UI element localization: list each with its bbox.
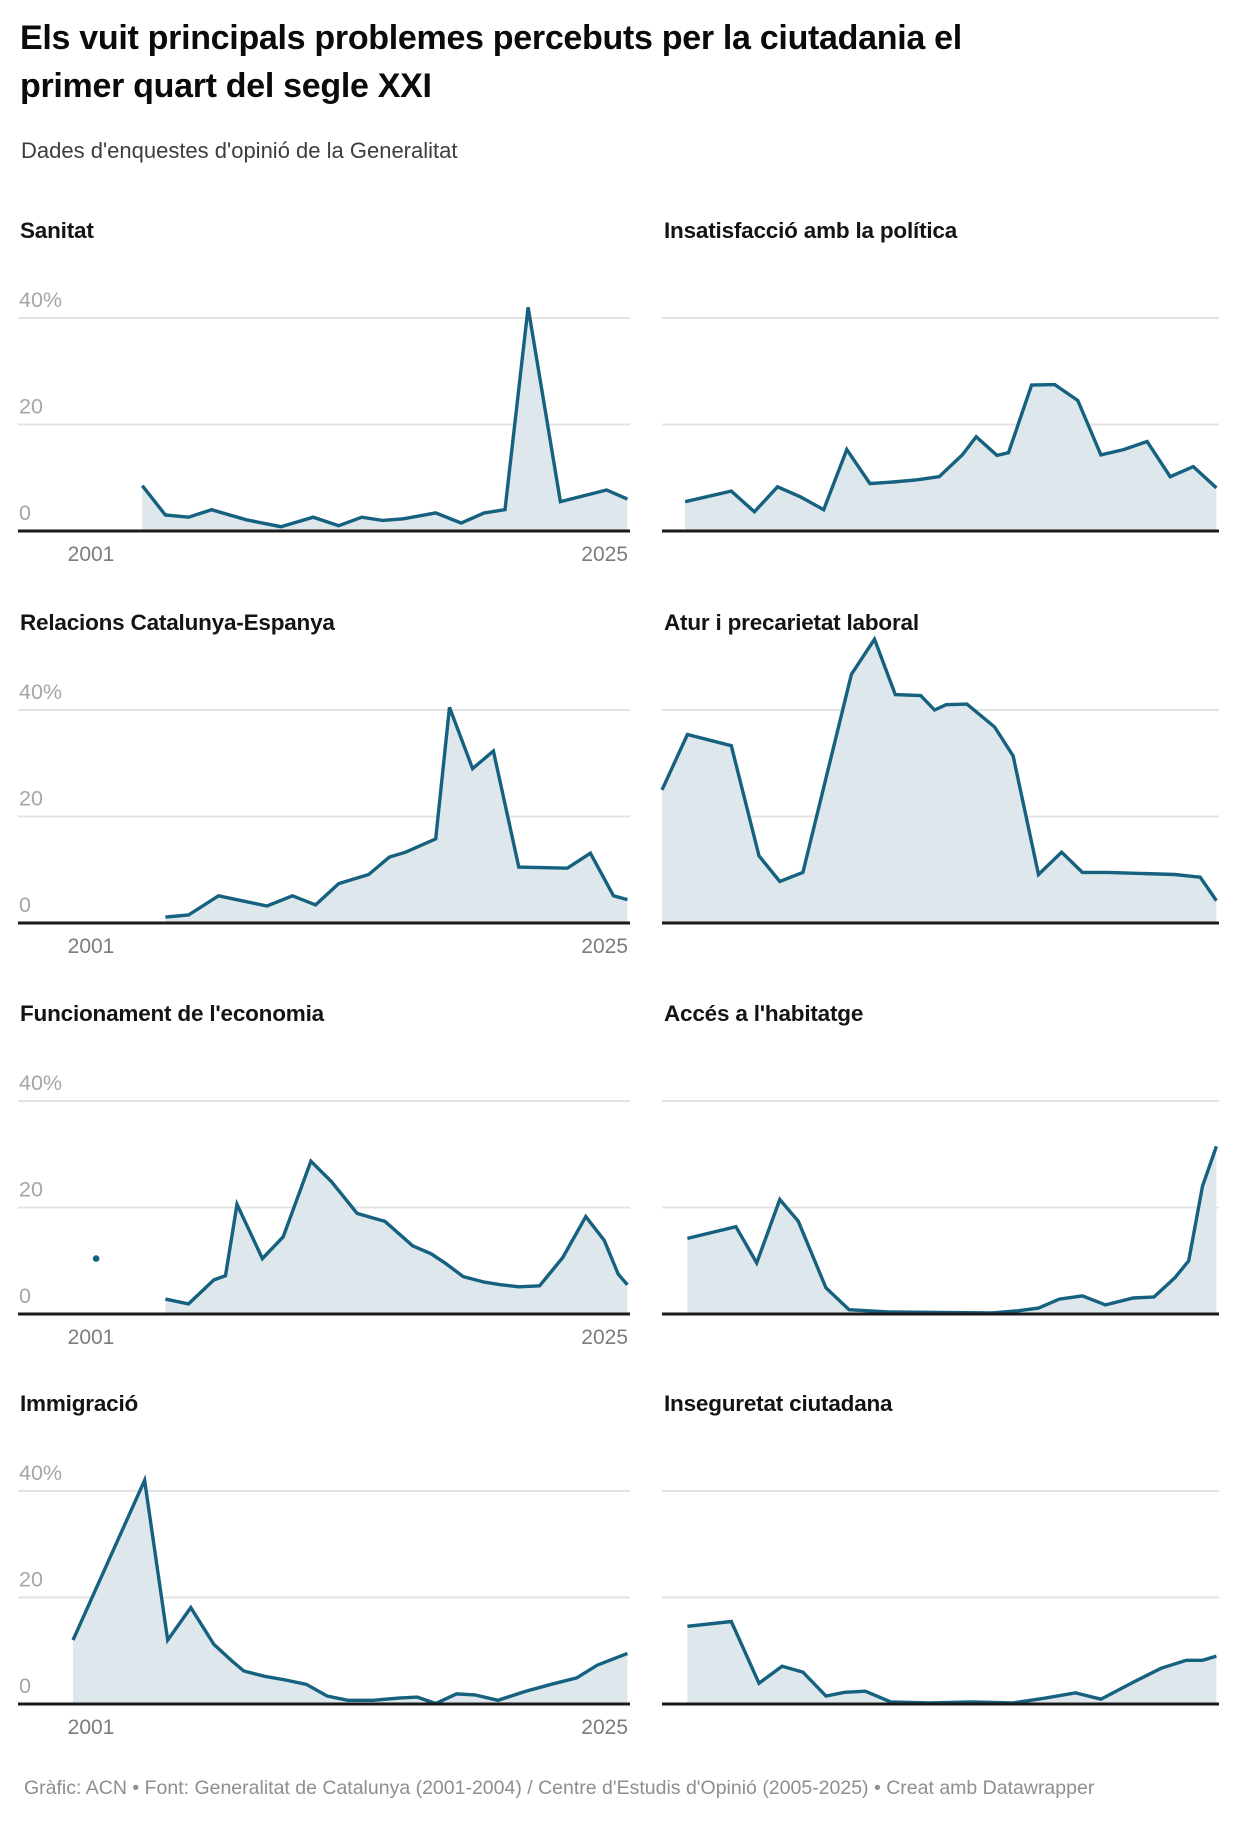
y-axis-tick-label: 20 xyxy=(19,1177,43,1201)
x-axis-label-end: 2025 xyxy=(581,1715,628,1739)
x-axis-label-end: 2025 xyxy=(581,1325,628,1349)
y-axis-tick-label: 40% xyxy=(19,1071,62,1095)
chart-title: Relacions Catalunya-Espanya xyxy=(20,610,335,635)
series-line xyxy=(140,307,629,529)
series-line xyxy=(165,706,628,919)
area-fill xyxy=(662,639,1217,923)
chart-panel-economia: Funcionament de l'economia 40% 20 0 2001 2… xyxy=(18,1001,630,1363)
x-axis-label-start: 2001 xyxy=(67,1715,115,1739)
page-title: Els vuit principals problemes percebuts … xyxy=(20,19,962,105)
chart-panel-sanitat: Sanitat 40% 20 0 2001 2025 xyxy=(18,218,630,580)
chart-panel-relacions-catalunya-espanya: Relacions Catalunya-Espanya 40% 20 0 2001 … xyxy=(18,610,630,972)
area-fill xyxy=(685,384,1217,531)
y-axis-tick-label: 20 xyxy=(19,395,43,419)
chart-panel-inseguretat: Inseguretat ciutadana xyxy=(662,1391,1219,1753)
chart-title: Immigració xyxy=(20,1390,139,1416)
y-axis-tick-label: 40% xyxy=(19,1461,62,1485)
chart-title: Insatisfacció amb la política xyxy=(664,218,958,243)
x-axis-label-start: 2001 xyxy=(67,1325,115,1349)
y-axis-tick-label: 40% xyxy=(19,288,62,312)
area-fill xyxy=(165,1160,628,1314)
y-axis-tick-label: 20 xyxy=(19,1567,43,1591)
y-axis-tick-label: 0 xyxy=(19,893,31,917)
series-line xyxy=(71,1473,629,1705)
area-chart-relacions-catalunya-espanya: 40% 20 0 xyxy=(18,680,630,925)
area-fill xyxy=(687,1621,1217,1704)
y-axis-tick-label: 0 xyxy=(19,1284,31,1308)
area-fill xyxy=(142,307,628,531)
area-chart-immigracio: 40% 20 0 xyxy=(18,1461,630,1705)
attribution-footer: Gràfic: ACN • Font: Generalitat de Catal… xyxy=(24,1777,1095,1799)
x-axis-label-end: 2025 xyxy=(581,935,628,958)
chart-panel-atur: Atur i precarietat laboral xyxy=(660,610,1219,972)
x-axis-label-start: 2001 xyxy=(67,543,115,566)
chart-panel-habitatge: Accés a l'habitatge xyxy=(662,1001,1219,1363)
area-fill xyxy=(687,1145,1217,1314)
series-line xyxy=(684,382,1218,515)
chart-title: Funcionament de l'economia xyxy=(20,1000,324,1026)
series-line xyxy=(687,1145,1219,1315)
chart-title: Atur i precarietat laboral xyxy=(664,610,919,635)
y-axis-tick-label: 0 xyxy=(19,501,31,525)
series-line xyxy=(165,1157,629,1306)
area-fill xyxy=(73,1479,628,1704)
y-axis-tick-label: 20 xyxy=(19,787,43,811)
series-line xyxy=(687,1619,1217,1705)
area-chart-inseguretat xyxy=(662,1489,1219,1705)
area-chart-insatisfaccio-politica xyxy=(662,317,1219,533)
area-fill xyxy=(165,707,628,923)
chart-title: Inseguretat ciutadana xyxy=(664,1390,893,1416)
area-chart-atur xyxy=(660,635,1219,925)
chart-panel-insatisfaccio-politica: Insatisfacció amb la política xyxy=(662,218,1219,580)
page-subtitle: Dades d'enquestes d'opinió de la General… xyxy=(21,138,458,163)
isolated-data-point xyxy=(92,1254,100,1262)
chart-title: Accés a l'habitatge xyxy=(664,1000,864,1026)
x-axis-label-end: 2025 xyxy=(581,543,628,566)
x-axis-label-start: 2001 xyxy=(67,935,115,958)
chart-panel-immigracio: Immigració 40% 20 0 2001 2025 xyxy=(18,1391,630,1753)
area-chart-habitatge xyxy=(662,1099,1219,1315)
y-axis-tick-label: 0 xyxy=(19,1674,31,1698)
y-axis-tick-label: 40% xyxy=(19,680,62,704)
series-line xyxy=(660,635,1218,902)
area-chart-economia: 40% 20 0 xyxy=(18,1071,630,1315)
chart-title: Sanitat xyxy=(20,218,94,243)
area-chart-sanitat: 40% 20 0 xyxy=(18,288,630,533)
